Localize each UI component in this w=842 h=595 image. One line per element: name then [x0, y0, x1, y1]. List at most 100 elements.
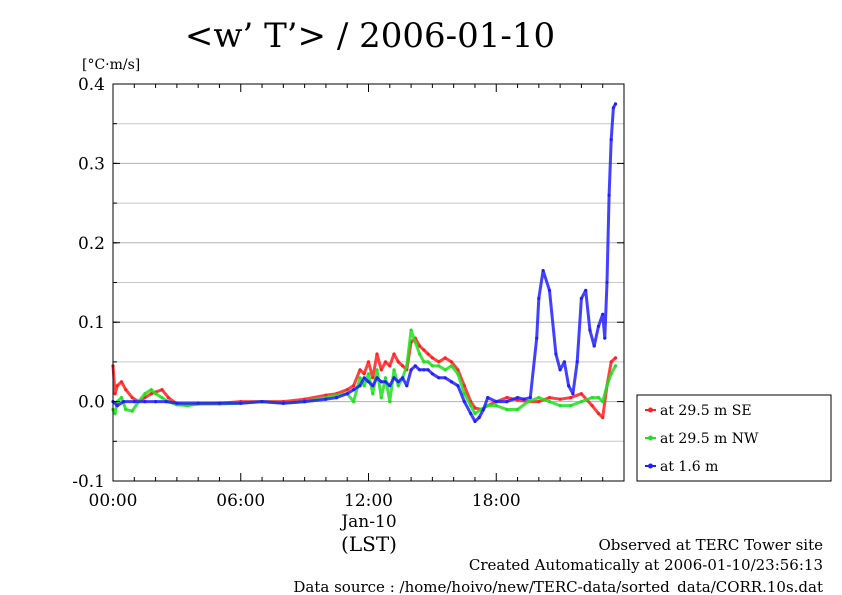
series-point-3: [335, 396, 339, 400]
series-point-3: [609, 138, 613, 142]
series-point-2: [430, 364, 434, 368]
series-point-1: [418, 344, 422, 348]
series-point-3: [558, 368, 562, 372]
series-point-1: [392, 352, 396, 356]
series-point-3: [392, 376, 396, 380]
series-point-2: [469, 404, 473, 408]
series-point-3: [567, 384, 571, 388]
series-point-3: [537, 296, 541, 300]
grid-lines: [113, 123, 624, 442]
series-point-1: [379, 368, 383, 372]
series-point-3: [430, 372, 434, 376]
series-point-3: [164, 400, 168, 404]
series-point-3: [456, 384, 460, 388]
series-point-2: [456, 372, 460, 376]
series-point-2: [437, 364, 441, 368]
series-point-3: [605, 280, 609, 285]
series-point-2: [473, 411, 477, 416]
series-point-2: [185, 404, 190, 408]
series-point-2: [486, 404, 490, 408]
series-point-3: [541, 269, 545, 273]
series-point-3: [473, 419, 477, 423]
series-point-3: [522, 397, 526, 401]
series-point-1: [130, 396, 134, 400]
series-point-2: [605, 384, 609, 388]
series-point-2: [494, 404, 498, 408]
series-point-3: [469, 411, 473, 416]
series-point-3: [154, 400, 158, 404]
series-point-3: [603, 336, 607, 340]
series-point-1: [437, 360, 441, 364]
series-point-1: [505, 396, 509, 400]
footer-observed-site: Observed at TERC Tower site: [598, 536, 823, 554]
series-point-3: [611, 106, 616, 110]
series-point-2: [124, 407, 128, 412]
series-point-2: [449, 364, 454, 368]
series-point-3: [358, 384, 362, 388]
series-point-3: [345, 392, 349, 396]
series-point-3: [366, 380, 371, 384]
series-point-1: [569, 396, 573, 400]
series-point-2: [537, 396, 541, 400]
series-point-3: [409, 368, 413, 372]
series-point-2: [547, 400, 552, 404]
series-point-3: [562, 360, 567, 364]
y-tick-label: 0.2: [78, 234, 105, 254]
series-point-3: [547, 288, 552, 292]
x-tick-label: 18:00: [472, 491, 521, 511]
series-point-1: [115, 384, 119, 388]
series-point-3: [607, 193, 611, 197]
series-point-2: [609, 372, 613, 376]
series-point-1: [160, 388, 164, 392]
series-point-1: [401, 364, 405, 368]
series-point-2: [379, 396, 383, 400]
plot-series: [111, 102, 618, 423]
series-point-2: [515, 407, 520, 412]
series-point-1: [430, 356, 434, 360]
x-axis-title: (LST): [341, 532, 397, 556]
series-point-2: [119, 396, 124, 400]
series-point-2: [558, 404, 562, 408]
series-point-2: [362, 384, 366, 388]
series-point-1: [119, 380, 124, 384]
y-tick-label: 0.3: [78, 154, 105, 174]
series-point-3: [217, 401, 222, 405]
series-point-2: [154, 392, 158, 396]
series-point-2: [422, 360, 426, 364]
series-point-2: [396, 384, 400, 388]
series-point-2: [405, 364, 409, 368]
series-point-1: [558, 397, 562, 401]
series-point-1: [345, 388, 349, 392]
series-point-3: [486, 396, 490, 400]
series-point-3: [379, 380, 383, 384]
series-point-1: [352, 384, 356, 388]
series-point-3: [588, 328, 592, 332]
series-point-2: [462, 392, 466, 396]
series-point-1: [426, 352, 430, 356]
series-point-2: [375, 368, 379, 372]
series-point-2: [149, 388, 153, 392]
series-point-1: [396, 360, 400, 364]
series-point-2: [579, 400, 584, 404]
x-axis-date-label: Jan-10: [339, 512, 396, 532]
series-point-2: [569, 404, 573, 408]
footer-data-source: Data source : /home/hoivo/new/TERC-data/…: [293, 578, 823, 595]
series-point-1: [601, 415, 605, 420]
series-point-3: [371, 384, 375, 388]
series-point-3: [352, 388, 356, 392]
x-tick-label: 00:00: [89, 491, 138, 511]
series-point-2: [143, 392, 147, 396]
series-point-3: [383, 380, 388, 384]
series-point-1: [388, 364, 392, 368]
series-point-1: [609, 360, 613, 364]
series-point-3: [515, 396, 520, 400]
x-tick-label: 06:00: [216, 491, 265, 511]
series-point-3: [418, 368, 422, 372]
series-point-2: [426, 360, 430, 364]
series-point-3: [443, 376, 447, 380]
series-point-3: [401, 376, 405, 380]
series-point-1: [422, 348, 426, 352]
series-point-2: [366, 372, 371, 376]
series-point-3: [554, 352, 558, 356]
series-point-2: [601, 400, 605, 404]
